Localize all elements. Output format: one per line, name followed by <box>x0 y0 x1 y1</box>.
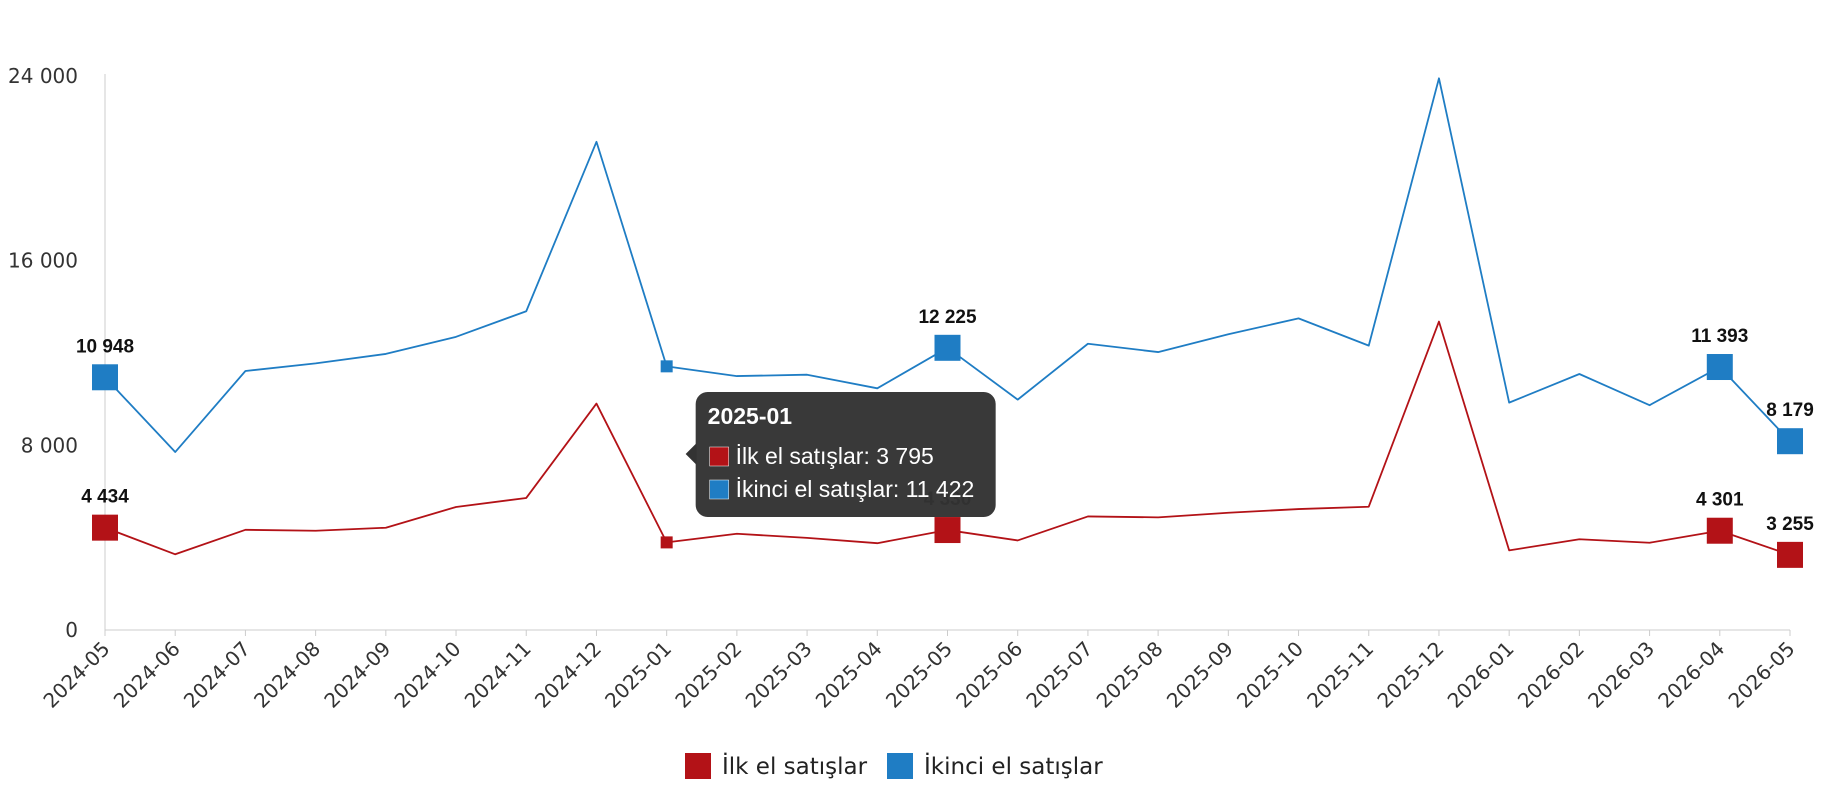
data-marker[interactable] <box>1706 354 1733 381</box>
x-tick-label: 2026-03 <box>1583 637 1659 713</box>
data-marker[interactable] <box>1706 517 1733 544</box>
data-label: 12 225 <box>918 307 977 328</box>
tooltip-line: İlk el satışlar: 3 795 <box>736 443 934 469</box>
x-tick-label: 2024-12 <box>530 637 606 713</box>
tooltip-box <box>695 392 996 517</box>
data-marker[interactable] <box>92 514 118 541</box>
data-marker[interactable] <box>1777 428 1803 455</box>
x-tick-label: 2025-06 <box>951 637 1027 713</box>
data-label: 4 434 <box>81 487 129 508</box>
x-tick-label: 2025-04 <box>811 637 887 713</box>
tooltip-arrow <box>685 443 697 465</box>
tooltip-swatch <box>709 479 729 500</box>
x-tick-label: 2025-03 <box>741 637 817 713</box>
y-tick-label: 16 000 <box>8 249 78 273</box>
legend-label[interactable]: İlk el satışlar <box>722 752 868 780</box>
x-tick-label: 2025-12 <box>1372 637 1448 713</box>
x-tick-label: 2025-10 <box>1232 637 1308 713</box>
x-tick-label: 2024-06 <box>109 637 185 713</box>
x-tick-label: 2026-02 <box>1513 637 1589 713</box>
legend-swatch[interactable] <box>887 753 913 779</box>
x-tick-label: 2024-05 <box>38 637 114 713</box>
x-tick-label: 2024-09 <box>319 637 395 713</box>
hover-point-marker[interactable] <box>660 536 673 549</box>
x-tick-label: 2026-04 <box>1653 637 1729 713</box>
data-label: 11 393 <box>1691 326 1748 347</box>
tooltip-swatch <box>709 446 729 467</box>
tooltip-line: İkinci el satışlar: 11 422 <box>736 476 975 502</box>
y-tick-label: 0 <box>65 618 78 642</box>
tooltip: 2025-01 İlk el satışlar: 3 795 İkinci el s… <box>685 392 996 517</box>
x-tick-label: 2024-10 <box>390 637 466 713</box>
legend-label[interactable]: İkinci el satışlar <box>924 752 1103 780</box>
data-label: 10 948 <box>76 336 134 357</box>
x-tick-label: 2025-09 <box>1162 637 1238 713</box>
data-label: 3 255 <box>1766 514 1814 535</box>
y-tick-label: 8 000 <box>21 433 78 457</box>
x-tick-label: 2024-11 <box>460 637 536 713</box>
data-label: 8 179 <box>1766 400 1814 421</box>
x-tick-label: 2025-08 <box>1092 637 1168 713</box>
x-tick-label: 2025-11 <box>1302 637 1378 713</box>
y-tick-label: 24 000 <box>8 64 78 88</box>
x-tick-label: 2025-02 <box>670 637 746 713</box>
data-marker[interactable] <box>934 517 961 544</box>
hover-point-marker[interactable] <box>660 360 673 373</box>
data-label: 4 301 <box>1696 490 1744 511</box>
data-marker[interactable] <box>934 334 961 361</box>
data-marker[interactable] <box>1777 541 1803 568</box>
x-tick-label: 2024-08 <box>249 637 325 713</box>
x-tick-label: 2024-07 <box>179 637 255 713</box>
legend-swatch[interactable] <box>685 753 711 779</box>
x-tick-label: 2025-05 <box>881 637 957 713</box>
data-marker[interactable] <box>92 364 118 391</box>
tooltip-title: 2025-01 <box>708 403 793 429</box>
x-tick-label: 2025-07 <box>1021 637 1097 713</box>
x-tick-label: 2026-01 <box>1443 637 1519 713</box>
x-tick-label: 2026-05 <box>1723 637 1799 713</box>
x-tick-label: 2025-01 <box>600 637 676 713</box>
